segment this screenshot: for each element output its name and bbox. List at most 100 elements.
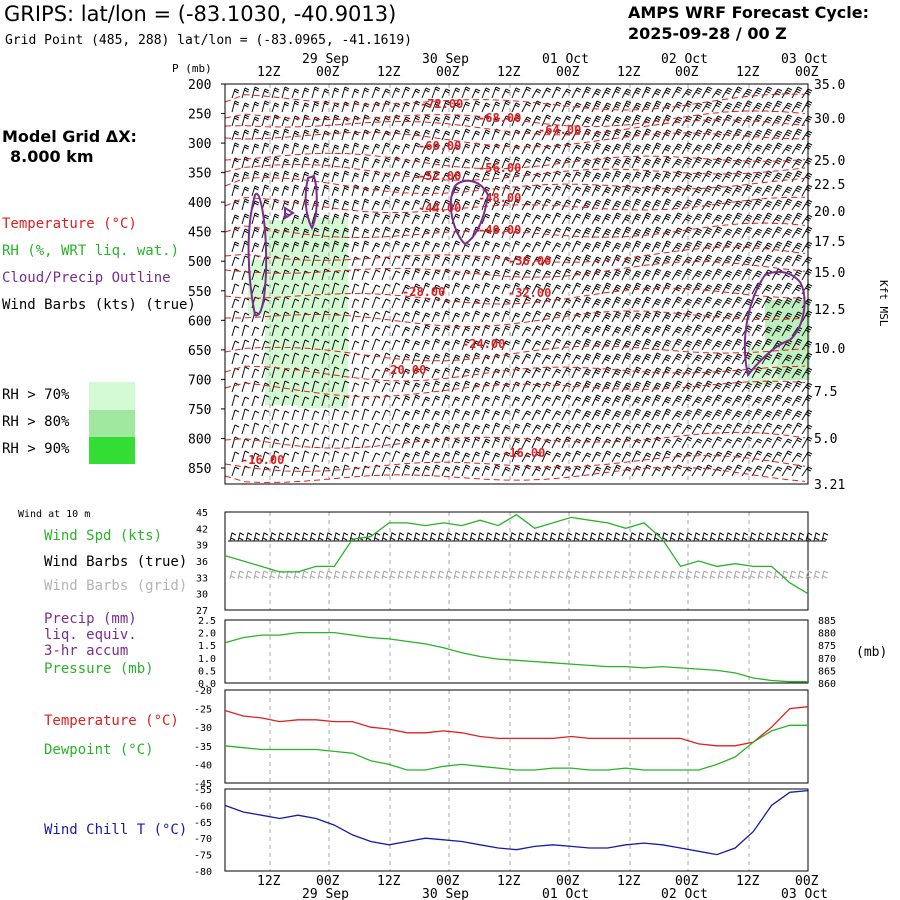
top-time-label: 00Z <box>316 65 340 80</box>
cloud-outline <box>304 174 318 231</box>
bottom-time-label: 00Z <box>556 874 580 889</box>
forecast-cycle-value: 2025-09-28 / 00 Z <box>628 24 787 43</box>
height-axis-label: Kft MSL <box>877 280 890 327</box>
pressure-tick-label: 300 <box>188 137 211 152</box>
top-date-label: 03 Oct <box>781 52 828 67</box>
temperature-contour-label: -52.00 <box>418 169 461 183</box>
temperature-contour <box>224 261 806 278</box>
bottom-time-label: 00Z <box>316 874 340 889</box>
top-date-label: 01 Oct <box>542 52 589 67</box>
wind-speed-tick: 36 <box>196 557 208 568</box>
wind-chill-tick: -55 <box>194 785 212 796</box>
temperature-tick: -40 <box>194 760 212 771</box>
wind-chill-tick: -60 <box>194 801 212 812</box>
top-time-label: 00Z <box>675 65 699 80</box>
pressure-unit-label: (mb) <box>856 645 887 660</box>
temperature-contour <box>224 110 806 128</box>
bottom-time-label: 12Z <box>617 874 641 889</box>
bottom-time-label: 12Z <box>497 874 521 889</box>
top-time-label: 12Z <box>257 65 281 80</box>
top-time-label: 00Z <box>436 65 460 80</box>
pressure-line <box>224 631 808 683</box>
top-time-label: 12Z <box>617 65 641 80</box>
wind-chill-line <box>224 789 809 856</box>
height-tick-label: 5.0 <box>814 432 837 447</box>
model-grid-value: 8.000 km <box>10 147 94 166</box>
pressure-tick-label: 250 <box>188 108 211 123</box>
temperature-contour-label: -68.00 <box>478 111 521 125</box>
temperature-contour-label: -24.00 <box>462 337 505 351</box>
wind-speed-tick: 33 <box>196 573 208 584</box>
wind-barbs-true <box>229 532 829 542</box>
temperature-contour <box>224 287 806 305</box>
grid-point-subtitle: Grid Point (485, 288) lat/lon = (-83.096… <box>5 33 412 48</box>
cloud-outline <box>247 192 268 317</box>
temperature-frame <box>224 689 809 784</box>
legend-temperature: Temperature (°C) <box>2 216 137 232</box>
bottom-date-label: 29 Sep <box>302 887 349 900</box>
temperature-contour-label: -28.00 <box>402 285 445 299</box>
pressure-right-tick: 860 <box>818 679 836 690</box>
temperature-contour <box>224 222 806 239</box>
pressure-tick-label: 550 <box>188 285 211 300</box>
pressure-tick-label: 800 <box>188 432 211 447</box>
dewpoint-line <box>224 724 808 771</box>
precip-tick: 0.5 <box>198 666 216 677</box>
forecast-cycle-label: AMPS WRF Forecast Cycle: <box>628 3 870 22</box>
top-time-label: 12Z <box>497 65 521 80</box>
precip-accum-label: 3-hr accum <box>44 643 129 659</box>
bottom-time-label: 12Z <box>377 874 401 889</box>
temperature-contour-label: -36.00 <box>508 254 551 268</box>
wind10m-title: Wind at 10 m <box>18 509 91 520</box>
legend-wind-barbs: Wind Barbs (kts) (true) <box>2 297 196 313</box>
pressure-tick-label: 600 <box>188 314 211 329</box>
temperature-contour-label: -32.00 <box>508 286 551 300</box>
precip-tick: 2.5 <box>198 616 216 627</box>
pressure-tick-label: 700 <box>188 373 211 388</box>
pressure-right-tick: 865 <box>818 666 836 677</box>
temperature-contour-label: -44.00 <box>418 201 461 215</box>
height-tick-label: 25.0 <box>814 154 845 169</box>
height-tick-label: 35.0 <box>814 78 845 93</box>
temperature-contour-label: -60.00 <box>418 139 461 153</box>
wind-chill-tick: -70 <box>194 834 212 845</box>
temperature-contour-label: -16.00 <box>502 446 545 460</box>
temperature-contour-label: -16.00 <box>241 453 284 467</box>
bottom-time-label: 00Z <box>436 874 460 889</box>
wind-barbs-true-label: Wind Barbs (true) <box>44 554 188 570</box>
temperature-contour <box>224 177 806 195</box>
cloud-outline <box>284 206 295 220</box>
pressure-label: Pressure (mb) <box>44 661 154 677</box>
temperature-contour <box>224 152 806 170</box>
temperature-contour <box>224 431 806 449</box>
temperature-contour <box>224 131 806 148</box>
wind-barbs-grid-label: Wind Barbs (grid) <box>44 578 188 594</box>
wind-chill-label: Wind Chill T (°C) <box>44 822 188 838</box>
wind-barbs-field <box>231 86 813 477</box>
rh70-label: RH > 70% <box>2 387 70 403</box>
pressure-tick-label: 850 <box>188 462 211 477</box>
bottom-date-label: 02 Oct <box>661 887 708 900</box>
height-tick-label: 15.0 <box>814 266 845 281</box>
precip-tick: 0.0 <box>198 679 216 690</box>
rh80-label: RH > 80% <box>2 414 70 430</box>
temperature-tick: -35 <box>194 742 212 753</box>
height-tick-label: 30.0 <box>814 112 845 127</box>
rh90-label: RH > 90% <box>2 441 70 457</box>
temperature-contour <box>224 93 806 111</box>
profile-frame <box>224 83 809 485</box>
temperature-contour <box>224 310 806 328</box>
precip-liq-label: liq. equiv. <box>44 627 137 643</box>
pressure-tick-label: 400 <box>188 196 211 211</box>
temperature-contour <box>224 119 806 136</box>
pressure-right-tick: 885 <box>818 616 836 627</box>
bottom-time-label: 12Z <box>736 874 760 889</box>
wind-speed-label: Wind Spd (kts) <box>44 528 163 544</box>
temperature-contour-label: -20.00 <box>383 363 426 377</box>
precip-tick: 2.0 <box>198 629 216 640</box>
precip-tick: 1.0 <box>198 654 216 665</box>
pressure-tick-label: 500 <box>188 255 211 270</box>
legend-rh: RH (%, WRT liq. wat.) <box>2 243 180 259</box>
pressure-tick-label: 750 <box>188 403 211 418</box>
